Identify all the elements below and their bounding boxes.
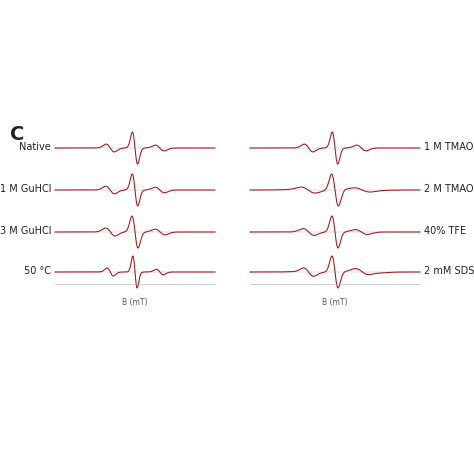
Text: 3 M GuHCl: 3 M GuHCl: [0, 226, 51, 236]
Text: B (mT): B (mT): [122, 298, 148, 307]
Text: 40% TFE: 40% TFE: [424, 226, 466, 236]
Text: 1 M GuHCl: 1 M GuHCl: [0, 183, 51, 193]
Text: 50 °C: 50 °C: [24, 265, 51, 275]
Text: 2 M TMAO: 2 M TMAO: [424, 183, 474, 193]
Text: 2 mM SDS: 2 mM SDS: [424, 265, 474, 275]
Text: 1 M TMAO: 1 M TMAO: [424, 142, 474, 152]
Text: C: C: [10, 125, 24, 144]
Text: B (mT): B (mT): [322, 298, 348, 307]
Text: Native: Native: [19, 142, 51, 152]
